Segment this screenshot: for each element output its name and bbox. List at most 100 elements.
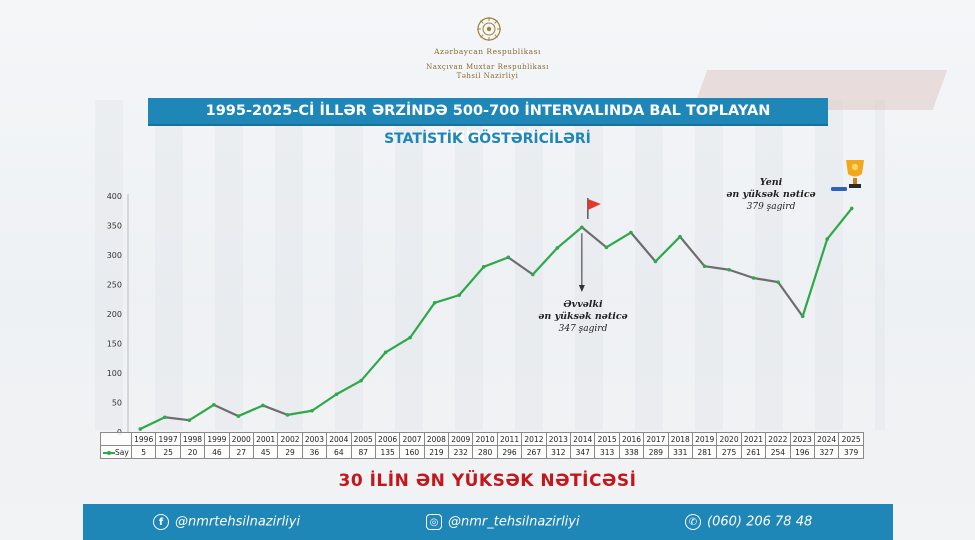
data-point	[629, 230, 633, 235]
header-republic: Naxçıvan Muxtar Respublikası	[426, 63, 549, 71]
table-year-cell: 2021	[740, 432, 767, 446]
whatsapp-icon: ✆	[685, 514, 701, 530]
series-segment	[188, 403, 215, 422]
table-value-cell: 87	[350, 445, 376, 459]
data-point	[800, 314, 805, 319]
series-segment	[727, 268, 755, 280]
trophy-stem	[853, 178, 857, 184]
data-point	[506, 255, 511, 260]
legend-series-name: Say	[115, 447, 129, 457]
series-segment	[826, 207, 853, 241]
table-value-cell: 20	[179, 445, 206, 459]
y-tick-label: 200	[107, 310, 122, 319]
data-point	[678, 234, 682, 239]
series-segment	[482, 256, 510, 268]
table-value-cell: 27	[228, 445, 254, 459]
table-value-cell: 254	[765, 445, 791, 459]
footer-bar: f @nmrtehsilnazirliyi ◎ @nmr_tehsilnazirli…	[83, 504, 893, 540]
series-segment	[310, 393, 338, 412]
data-point	[702, 264, 707, 269]
table-value-cell: 36	[301, 445, 328, 459]
series-segment	[629, 231, 657, 263]
table-year-cell: 1999	[204, 432, 230, 446]
table-year-cell: 2023	[789, 432, 815, 446]
series-segment	[580, 226, 608, 249]
data-point	[359, 378, 363, 383]
table-year-cell: 2013	[545, 432, 572, 446]
table-value-cell: 313	[594, 445, 620, 459]
chart-subtitle: STATİSTİK GÖSTƏRİCİLƏRİ	[384, 131, 591, 147]
data-point	[580, 225, 584, 230]
table-value-cell: 280	[472, 445, 498, 459]
table-year-cell: 2005	[350, 432, 376, 446]
series-segment	[139, 416, 166, 431]
table-year-cell: 2003	[301, 432, 328, 446]
data-point	[727, 267, 731, 272]
footer-phone[interactable]: ✆ (060) 206 78 48	[685, 514, 812, 530]
data-point	[383, 350, 388, 355]
table-value-cell: 296	[496, 445, 523, 459]
y-tick-label: 400	[107, 192, 122, 201]
data-point	[236, 414, 241, 418]
table-value-cell: 338	[618, 445, 645, 459]
table-value-cell: 219	[423, 445, 450, 459]
table-value-cell: 331	[667, 445, 693, 459]
data-point	[408, 335, 412, 340]
data-point	[653, 259, 658, 264]
footer-facebook[interactable]: f @nmrtehsilnazirliyi	[153, 514, 300, 530]
table-year-cell: 2006	[374, 432, 401, 446]
table-value-cell: 347	[570, 445, 596, 459]
annotation-previous-record: Əvvəlki ən yüksək nəticə 347 şagird	[528, 299, 638, 335]
series-segment	[212, 403, 240, 418]
y-tick-label: 250	[107, 281, 122, 290]
table-year-cell: 2014	[570, 432, 596, 446]
table-value-cell: 267	[521, 445, 547, 459]
flag-icon	[587, 199, 601, 210]
footer-facebook-text: @nmrtehsilnazirliyi	[175, 514, 301, 530]
table-year-cell: 2022	[765, 432, 791, 446]
table-value-cell: 289	[643, 445, 669, 459]
table-value-cell: 312	[545, 445, 572, 459]
series-segment	[703, 265, 731, 271]
chart-title: 1995-2025-Cİ İLLƏR ƏRZİNDƏ 500-700 İNTER…	[148, 98, 828, 145]
series-segment	[335, 379, 363, 396]
table-value-cell: 25	[155, 445, 181, 459]
table-legend-cell: Say	[100, 445, 132, 459]
table-year-cell: 2011	[496, 432, 523, 446]
table-value-cell: 327	[813, 445, 840, 459]
table-year-cell: 2008	[423, 432, 450, 446]
table-row-years: 1996 1997 1998 1999 2000 2001 2002 2003 2004 2005…	[100, 432, 864, 446]
table-value-cell: 232	[448, 445, 474, 459]
data-point	[212, 403, 216, 407]
annotation-previous-count: 347 şagird	[558, 324, 608, 334]
data-point	[555, 246, 560, 250]
series-segment	[777, 281, 804, 318]
table-year-cell: 2007	[399, 432, 425, 446]
table-year-cell: 2010	[472, 432, 498, 446]
footer-instagram-text: @nmr_tehsilnazirliyi	[448, 514, 580, 530]
series-segment	[384, 336, 412, 354]
y-tick-label: 150	[107, 340, 122, 349]
table-value-cell: 379	[838, 445, 864, 459]
table-year-cell: 1997	[155, 432, 181, 446]
banner-headline: 30 İLİN ƏN YÜKSƏK NƏTİCƏSİ	[338, 471, 637, 491]
footer-instagram[interactable]: ◎ @nmr_tehsilnazirliyi	[426, 514, 580, 530]
data-point	[138, 427, 143, 431]
data-point	[531, 272, 535, 277]
table-year-cell: 2009	[448, 432, 474, 446]
data-table: 1996 1997 1998 1999 2000 2001 2002 2003 2004 2005…	[100, 432, 864, 459]
annotation-previous-line1: Əvvəlki	[563, 299, 603, 310]
y-tick-label: 350	[107, 222, 122, 231]
data-point	[849, 206, 854, 211]
trophy-medal	[851, 163, 859, 171]
data-point	[334, 392, 339, 397]
trophy-base	[849, 184, 861, 188]
instagram-icon: ◎	[426, 514, 442, 530]
series-segment	[654, 235, 682, 263]
table-value-cell: 261	[740, 445, 767, 459]
table-year-cell: 2025	[838, 432, 864, 446]
table-year-cell: 2004	[326, 432, 352, 446]
series-segment	[531, 246, 559, 276]
series-segment	[507, 256, 534, 276]
series-segment	[678, 235, 706, 268]
